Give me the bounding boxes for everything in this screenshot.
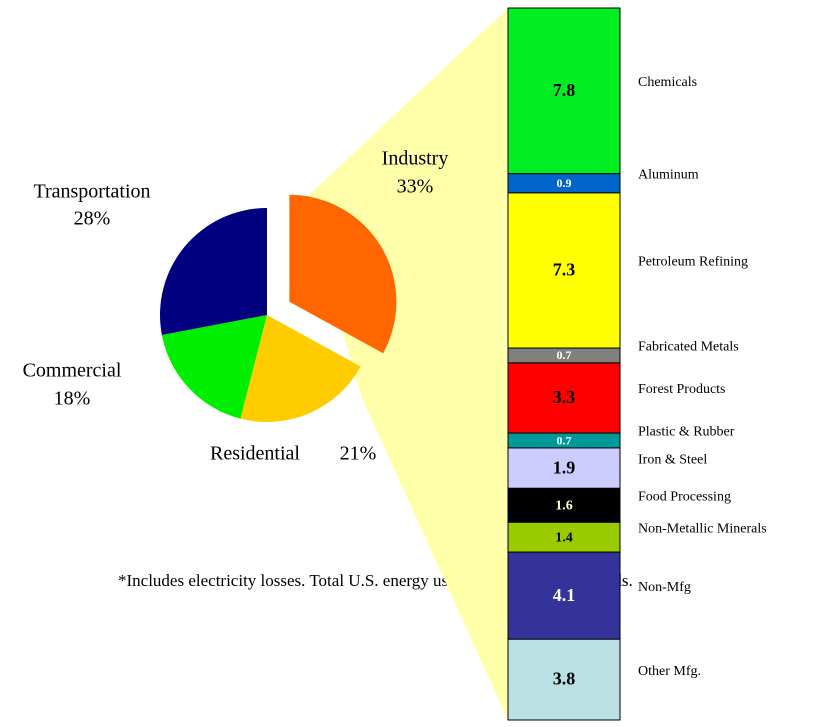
segment-name: Other Mfg.	[638, 664, 701, 679]
bar-value-label: 4.1	[553, 585, 576, 605]
segment-name: Plastic & Rubber	[638, 425, 735, 440]
pie-slice	[159, 208, 267, 336]
bar-segment	[507, 638, 621, 721]
bar-value-label: 3.8	[553, 669, 576, 689]
segment-name: Non-Mfg	[638, 580, 691, 595]
pie-slice	[240, 315, 361, 422]
segment-name: Forest Products	[638, 382, 726, 397]
pie-label: Commercial	[23, 360, 122, 382]
bar-segment	[507, 487, 621, 523]
segment-name: Iron & Steel	[638, 452, 707, 467]
bar-value-label: 7.8	[553, 80, 576, 100]
breakdown-wedge	[304, 8, 508, 720]
stacked-bar: 7.8 Chemicals 0.9 Aluminum 7.3 Petroleum Refi…	[507, 7, 767, 721]
segment-name: Fabricated Metals	[638, 340, 739, 355]
bar-segment	[507, 551, 621, 640]
bar-value-label: 3.3	[553, 387, 576, 407]
pie-slice	[161, 315, 267, 419]
bar-segment	[507, 447, 621, 489]
pie-label: Transportation	[33, 181, 150, 203]
pie-slice	[289, 194, 397, 354]
bar-value-label: 1.9	[553, 457, 576, 477]
bar-value-label: 1.6	[555, 499, 573, 514]
pie-value-label: 28%	[74, 208, 111, 230]
segment-name: Aluminum	[638, 168, 699, 183]
bar-value-label: 7.3	[553, 260, 576, 280]
pie: Industry 33% Residential 21% Commercial 18% Tr…	[23, 148, 449, 465]
bar-value-label: 0.7	[557, 433, 572, 447]
bar-value-label: 0.9	[557, 176, 572, 190]
bar-segment	[507, 192, 621, 349]
segment-name: Non-Metallic Minerals	[638, 521, 767, 536]
segment-name: Petroleum Refining	[638, 255, 748, 270]
bar-segment	[507, 521, 621, 553]
segment-name: Chemicals	[638, 75, 697, 90]
pie-label: Residential	[210, 443, 300, 465]
bar-value-label: 0.7	[557, 348, 572, 362]
pie-label: Industry	[382, 148, 449, 170]
segment-name: Food Processing	[638, 490, 731, 505]
pie-value-label: 21%	[340, 443, 377, 465]
bar-value-label: 1.4	[555, 530, 573, 545]
pie-value-label: 18%	[54, 388, 91, 410]
pie-value-label: 33%	[397, 176, 434, 198]
